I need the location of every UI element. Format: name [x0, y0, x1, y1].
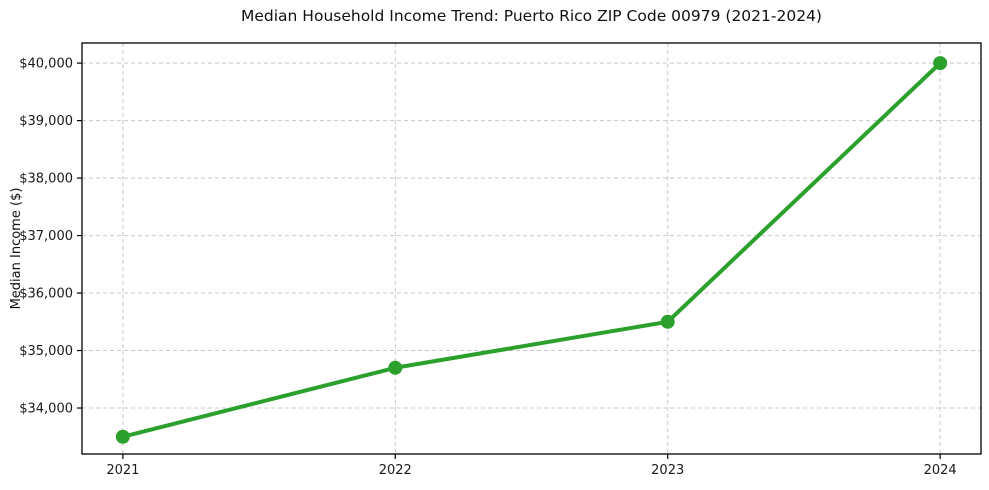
- x-tick-label: 2024: [924, 463, 957, 478]
- x-tick-label: 2023: [651, 463, 684, 478]
- y-tick-label: $35,000: [19, 344, 73, 359]
- data-point-2021: [115, 429, 130, 444]
- series-line: [120, 61, 943, 439]
- data-point-2022: [388, 360, 403, 375]
- plot-frame: [81, 42, 982, 455]
- y-tick-label: $36,000: [19, 286, 73, 301]
- axis-ticks: $34,000 $35,000 $36,000 $37,000 $38,000 $39,0…: [19, 56, 956, 478]
- data-point-2024: [933, 56, 948, 71]
- chart-title: Median Household Income Trend: Puerto Ri…: [241, 7, 822, 25]
- data-point-2023: [660, 314, 675, 329]
- x-tick-label: 2021: [106, 463, 139, 478]
- x-tick-label: 2022: [379, 463, 412, 478]
- y-tick-label: $34,000: [19, 401, 73, 416]
- y-tick-label: $40,000: [19, 56, 73, 71]
- y-tick-label: $39,000: [19, 114, 73, 129]
- y-tick-label: $37,000: [19, 229, 73, 244]
- gridlines: [82, 43, 981, 454]
- y-tick-label: $38,000: [19, 171, 73, 186]
